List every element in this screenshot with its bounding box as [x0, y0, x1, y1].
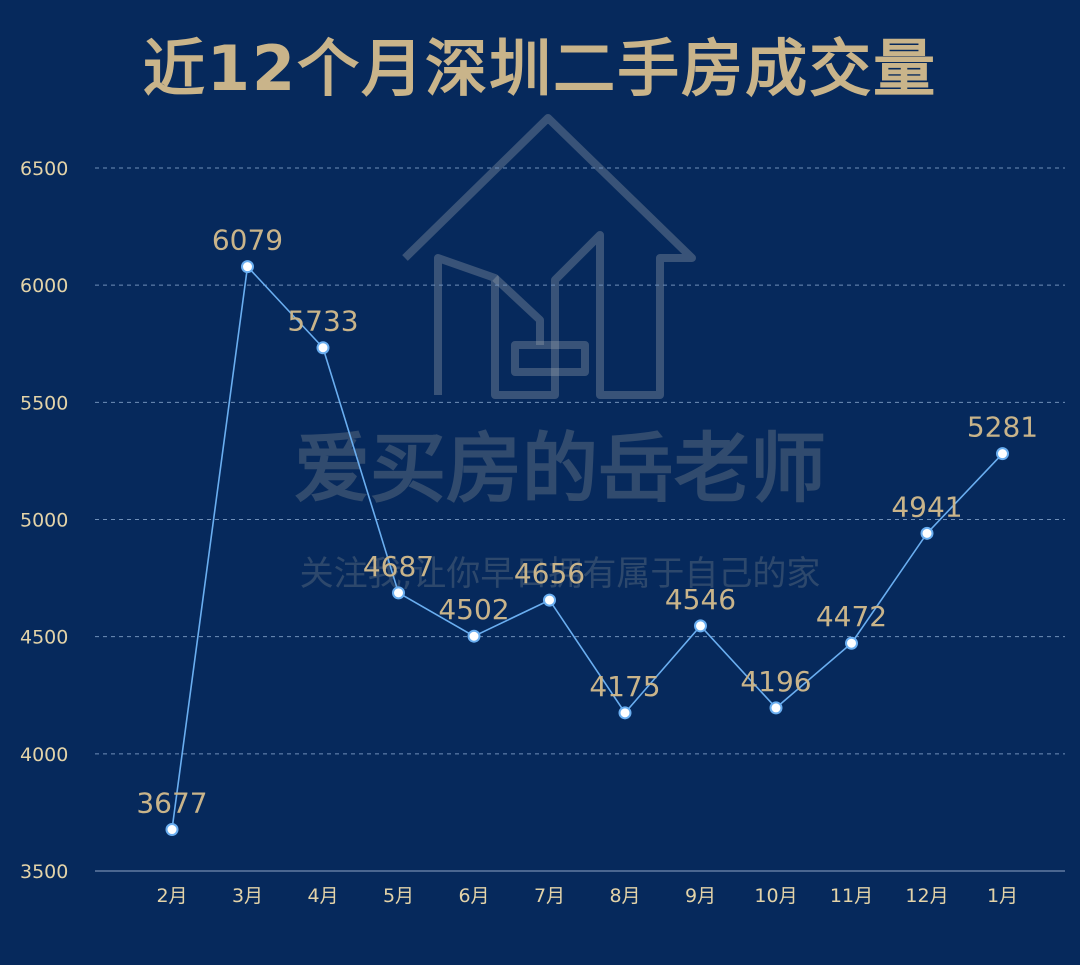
chart-title: 近12个月深圳二手房成交量 [142, 32, 938, 105]
y-tick-label: 5000 [20, 510, 68, 532]
data-point [920, 526, 934, 540]
data-point [694, 619, 707, 633]
x-tick-label: 5月 [383, 885, 414, 907]
data-point [618, 706, 632, 720]
data-label: 4941 [891, 490, 962, 523]
y-tick-label: 3500 [20, 861, 68, 883]
data-label: 4656 [514, 557, 585, 590]
y-tick-label: 4500 [20, 627, 68, 649]
series-line [171, 264, 1004, 830]
watermark-subtitle: 关注我,让你早日拥有属于自己的家 [300, 554, 821, 594]
data-point [543, 593, 556, 607]
x-tick-label: 3月 [232, 885, 263, 907]
data-label: 5733 [287, 305, 358, 338]
x-tick-label: 9月 [685, 885, 716, 907]
data-points [165, 260, 1009, 837]
x-tick-label: 11月 [830, 885, 873, 907]
data-point [392, 586, 405, 600]
y-tick-label: 6500 [20, 158, 68, 180]
data-label: 4175 [589, 670, 660, 703]
x-tick-label: 12月 [905, 885, 948, 907]
x-tick-label: 4月 [307, 885, 338, 907]
data-point [316, 341, 330, 355]
data-label: 4546 [665, 583, 736, 616]
house-logo-icon [402, 114, 696, 399]
data-point [165, 823, 179, 837]
data-label: 4502 [438, 593, 509, 626]
x-tick-label: 8月 [609, 885, 640, 907]
x-axis: 2月 3月 4月 5月 6月 7月 8月 9月 10月 11月 12月 1月 [156, 885, 1018, 907]
data-point [845, 636, 858, 650]
watermark-title: 爱买房的岳老师 [294, 424, 826, 513]
y-tick-label: 4000 [20, 744, 68, 766]
data-point [769, 701, 783, 715]
y-tick-label: 6000 [20, 275, 68, 297]
data-label: 4472 [816, 600, 887, 633]
data-label: 6079 [212, 224, 283, 257]
x-tick-label: 6月 [458, 885, 489, 907]
x-tick-label: 2月 [156, 885, 187, 907]
grid-lines [95, 167, 1065, 755]
data-label: 4196 [740, 665, 811, 698]
data-point [996, 447, 1009, 461]
x-tick-label: 10月 [754, 885, 797, 907]
x-tick-label: 7月 [534, 885, 565, 907]
y-axis: 3500 4000 4500 5000 5500 6000 6500 [20, 158, 68, 883]
data-label: 4687 [363, 550, 434, 583]
data-label: 5281 [967, 411, 1038, 444]
x-tick-label: 1月 [987, 885, 1018, 907]
data-point [241, 260, 254, 274]
y-tick-label: 5500 [20, 392, 68, 414]
watermark: 爱买房的岳老师 关注我,让你早日拥有属于自己的家 [294, 114, 826, 594]
data-label: 3677 [136, 787, 207, 820]
data-point [467, 629, 481, 643]
